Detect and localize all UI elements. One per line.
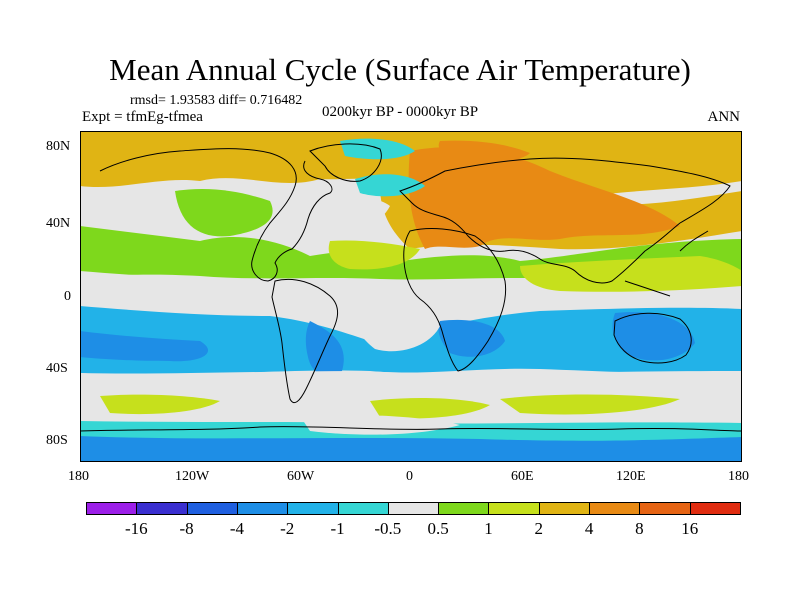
colorbar-label: 2 — [534, 519, 544, 538]
coast-north-america — [99, 148, 333, 282]
colorbar-swatch — [387, 502, 440, 515]
field-siberia-darkorange — [438, 140, 530, 161]
coast-europe-asia — [399, 157, 731, 284]
lon-tick-120e: 120E — [616, 469, 646, 484]
colorbar-label: -2 — [280, 519, 295, 538]
colorbar-label: 4 — [584, 519, 594, 538]
plot-title: Mean Annual Cycle (Surface Air Temperatu… — [109, 52, 691, 87]
lon-tick-60w: 60W — [287, 469, 315, 484]
colorbar-label: -4 — [229, 519, 244, 538]
coast-australia — [613, 312, 692, 364]
period-label: 0200kyr BP - 0000kyr BP — [322, 104, 479, 120]
map-panel — [80, 131, 742, 462]
map-frame — [80, 131, 742, 462]
experiment-label: Expt = tfmEg-tfmea — [82, 109, 203, 125]
field-epac-zero — [80, 271, 314, 310]
lat-tick-0: 0 — [64, 289, 71, 304]
lon-tick-60e: 60E — [511, 469, 534, 484]
field-tropics-yellow — [520, 256, 742, 292]
colorbar-label: 1 — [484, 519, 493, 538]
colorbar-swatch — [639, 502, 691, 515]
field-natlantic-cyan — [355, 174, 425, 197]
colorbar-label: -8 — [179, 519, 194, 538]
colorbar-label: 0.5 — [427, 519, 449, 538]
colorbar-swatch — [337, 502, 389, 515]
field-sa-blue — [305, 321, 344, 377]
lon-tick-180-east: 180 — [728, 469, 749, 484]
field-antarctic-blue — [80, 436, 742, 462]
colorbar — [86, 502, 741, 515]
colorbar-swatch — [488, 502, 540, 515]
colorbar-swatch — [538, 502, 591, 515]
colorbar-label: 16 — [681, 519, 699, 538]
colorbar-swatch — [136, 502, 188, 515]
field-sh-green-a — [100, 394, 220, 415]
lat-tick-80n: 80N — [46, 139, 71, 154]
temperature-field — [80, 131, 742, 462]
coast-asia-islands — [624, 230, 709, 297]
coast-south-america — [271, 278, 338, 404]
season-label: ANN — [707, 109, 741, 125]
rmsd-diff-stats: rmsd= 1.93583 diff= 0.716482 — [130, 93, 303, 108]
field-natlantic-zero — [308, 198, 390, 234]
colorbar-label: -16 — [124, 519, 148, 538]
colorbar-swatch — [287, 502, 339, 515]
colorbar-swatch — [438, 502, 490, 515]
colorbar-swatch — [186, 502, 238, 515]
lat-tick-80s: 80S — [46, 433, 68, 448]
colorbar-label: 8 — [635, 519, 644, 538]
lon-tick-180-west: 180 — [68, 469, 89, 484]
colorbar-swatch — [86, 502, 138, 515]
field-atlantic-yellowgreen — [328, 240, 420, 270]
coast-antarctica — [80, 426, 742, 432]
colorbar-swatch — [236, 502, 289, 515]
colorbar-label: -0.5 — [374, 519, 402, 538]
field-africa-blue — [438, 319, 505, 357]
field-eurasia-darkorange — [408, 147, 680, 249]
lat-tick-40n: 40N — [46, 216, 71, 231]
lon-tick-120w: 120W — [175, 469, 210, 484]
coast-greenland — [309, 143, 382, 182]
field-sh-blue — [80, 331, 209, 362]
field-sh-green-b — [370, 397, 490, 419]
colorbar-swatch — [589, 502, 641, 515]
field-na-green — [175, 189, 273, 237]
field-australia-blue — [612, 312, 695, 361]
coast-africa — [403, 228, 507, 372]
lat-tick-40s: 40S — [46, 361, 68, 376]
field-sh-green-c — [500, 394, 680, 415]
field-sh-zero-atlantic — [354, 309, 440, 352]
colorbar-label: -1 — [330, 519, 345, 538]
lon-tick-0: 0 — [406, 469, 413, 484]
coastlines — [80, 143, 742, 432]
colorbar-labels: -16 -8 -4 -2 -1 -0.5 0.5 1 2 4 8 16 — [86, 517, 740, 539]
colorbar-swatch — [689, 502, 741, 515]
